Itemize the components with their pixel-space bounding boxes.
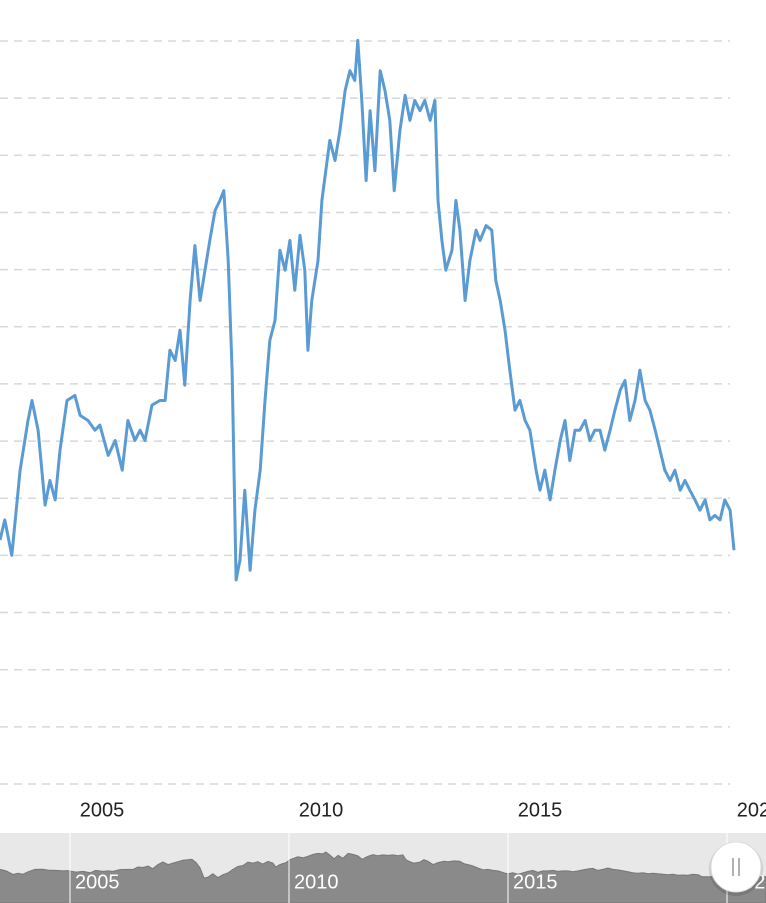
x-tick-label: 2020 bbox=[737, 799, 766, 821]
navigator-label: 2010 bbox=[294, 871, 339, 893]
navigator-label: 2005 bbox=[75, 871, 120, 893]
navigator-handle[interactable] bbox=[709, 841, 763, 896]
x-tick-label: 2010 bbox=[299, 799, 344, 821]
data-line bbox=[0, 38, 736, 582]
navigator-label: 2015 bbox=[513, 871, 558, 893]
x-tick-label: 2005 bbox=[80, 799, 125, 821]
handle-knob bbox=[710, 841, 762, 893]
navigator-area bbox=[0, 851, 766, 903]
x-tick-label: 2015 bbox=[518, 799, 563, 821]
navigator: 2005201020152020 bbox=[0, 833, 766, 903]
